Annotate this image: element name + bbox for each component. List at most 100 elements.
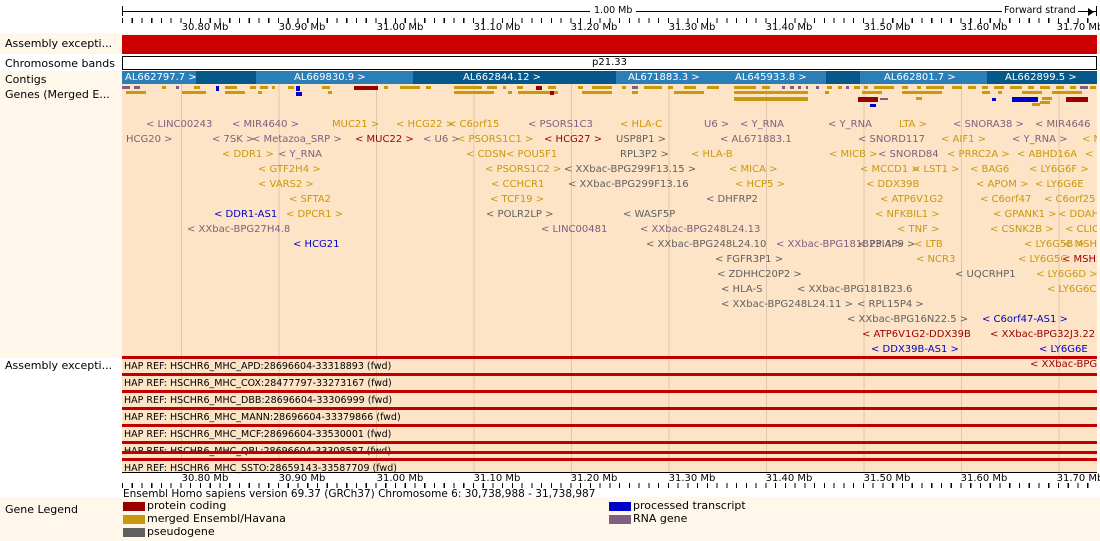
- hap-ref-bar[interactable]: [122, 458, 1097, 461]
- track-label-contigs[interactable]: Contigs: [5, 73, 47, 86]
- contig[interactable]: AL671883.3 >: [616, 71, 721, 84]
- gene-label[interactable]: < POLR2LP >: [486, 209, 554, 220]
- gene-feature[interactable]: [550, 91, 554, 95]
- gene-label[interactable]: < PSORS1C2 >: [485, 164, 562, 175]
- gene-label[interactable]: < HCG22 >: [396, 119, 455, 130]
- gene-feature[interactable]: [762, 86, 770, 89]
- gene-label[interactable]: < ATP6V1G2: [880, 194, 944, 205]
- gene-feature[interactable]: [684, 86, 696, 89]
- gene-feature[interactable]: [806, 86, 808, 89]
- gene-feature[interactable]: [1072, 91, 1082, 94]
- gene-feature[interactable]: [508, 91, 512, 94]
- gene-feature[interactable]: [622, 86, 626, 89]
- gene-feature[interactable]: [1028, 86, 1034, 89]
- gene-label[interactable]: < Y_RNA: [278, 149, 322, 160]
- gene-feature[interactable]: [968, 86, 976, 89]
- gene-label[interactable]: < ATP6V1G2-DDX39B: [862, 329, 971, 340]
- gene-label[interactable]: < LINC00481: [541, 224, 608, 235]
- gene-feature[interactable]: [578, 86, 583, 89]
- gene-label[interactable]: < LY6G6E: [1035, 179, 1084, 190]
- gene-label[interactable]: < ZDHHC20P2 >: [717, 269, 802, 280]
- gene-feature[interactable]: [1032, 103, 1040, 106]
- gene-label[interactable]: < LY6G5B >: [1024, 239, 1085, 250]
- gene-feature[interactable]: [296, 92, 302, 96]
- gene-label[interactable]: < XXbac-BPG32J3.22 >: [990, 329, 1097, 340]
- gene-label[interactable]: < C6orf47-AS1 >: [982, 314, 1068, 325]
- hap-ref-bar[interactable]: [122, 390, 1097, 393]
- gene-label[interactable]: < NEU1: [1082, 134, 1097, 145]
- gene-feature[interactable]: [1010, 86, 1022, 89]
- gene-feature[interactable]: [982, 91, 990, 94]
- gene-feature[interactable]: [592, 86, 612, 89]
- gene-feature[interactable]: [1052, 91, 1072, 94]
- gene-feature[interactable]: [902, 91, 942, 94]
- track-label-genes[interactable]: Genes (Merged E...: [5, 88, 110, 101]
- gene-label[interactable]: < NCR3: [916, 254, 956, 265]
- gene-label[interactable]: < DDAH: [1058, 209, 1097, 220]
- hap-ref-bar[interactable]: [122, 407, 1097, 410]
- gene-label[interactable]: < GTF2H4 >: [258, 164, 321, 175]
- assembly-exception-bar[interactable]: [122, 35, 1097, 54]
- gene-feature[interactable]: [782, 86, 785, 89]
- gene-label[interactable]: < AIF1 >: [941, 134, 987, 145]
- gene-label[interactable]: < SNORD117: [858, 134, 925, 145]
- gene-label[interactable]: < PPIAP9 >: [858, 239, 916, 250]
- gene-feature[interactable]: [846, 86, 849, 89]
- gene-feature[interactable]: [548, 86, 556, 89]
- hap-ref-label[interactable]: HAP REF: HSCHR6_MHC_SSTO:28659143-335877…: [124, 463, 397, 474]
- gene-feature[interactable]: [632, 91, 638, 94]
- contig[interactable]: [826, 71, 860, 84]
- hap-ref-bar[interactable]: [122, 424, 1097, 427]
- track-label-chromosome-bands[interactable]: Chromosome bands: [5, 57, 115, 70]
- gene-label[interactable]: < MUC22 >: [355, 134, 414, 145]
- gene-feature[interactable]: [998, 91, 1002, 94]
- gene-feature[interactable]: [798, 86, 801, 89]
- gene-label[interactable]: < XXbac-BPG299F13.15 >: [564, 164, 697, 175]
- gene-label[interactable]: < CCHCR1: [491, 179, 545, 190]
- gene-feature[interactable]: [250, 86, 256, 89]
- gene-label[interactable]: < CSNK2B >: [990, 224, 1054, 235]
- gene-feature[interactable]: [328, 91, 332, 94]
- gene-label[interactable]: < LY6G6F >: [1029, 164, 1089, 175]
- contig[interactable]: AL662899.5 >: [987, 71, 1097, 84]
- gene-label[interactable]: LTA >: [899, 119, 927, 130]
- gene-label[interactable]: < DDR1-AS1: [214, 209, 278, 220]
- gene-feature[interactable]: [952, 86, 962, 89]
- gene-feature[interactable]: [1042, 97, 1052, 100]
- gene-feature[interactable]: [790, 86, 794, 89]
- gene-feature[interactable]: [870, 104, 876, 107]
- hap-ref-label[interactable]: HAP REF: HSCHR6_MHC_MCF:28696604-3353000…: [124, 429, 392, 440]
- gene-feature[interactable]: [176, 86, 179, 89]
- gene-feature[interactable]: [122, 86, 130, 89]
- gene-label[interactable]: < HCG27 >: [544, 134, 603, 145]
- gene-feature[interactable]: [194, 86, 200, 89]
- gene-feature[interactable]: [864, 86, 868, 89]
- gene-label[interactable]: < NFKBIL1 >: [875, 209, 940, 220]
- gene-label[interactable]: RPL3P2 >: [620, 149, 669, 160]
- gene-label[interactable]: U6 >: [704, 119, 730, 130]
- gene-feature[interactable]: [536, 86, 542, 90]
- gene-feature[interactable]: [426, 86, 431, 89]
- gene-feature[interactable]: [162, 86, 166, 89]
- gene-label[interactable]: < SNORD84: [878, 149, 939, 160]
- gene-label[interactable]: < BAG6: [970, 164, 1010, 175]
- gene-label[interactable]: < CLIC1: [1065, 224, 1097, 235]
- gene-feature[interactable]: [1080, 86, 1088, 89]
- gene-label[interactable]: < LST1 >: [912, 164, 960, 175]
- hap-ref-label[interactable]: HAP REF: HSCHR6_MHC_MANN:28696604-333798…: [124, 412, 401, 423]
- gene-label[interactable]: < POU5F1: [506, 149, 558, 160]
- gene-feature[interactable]: [994, 86, 1004, 89]
- gene-feature[interactable]: [926, 86, 944, 89]
- gene-label[interactable]: MUC21 >: [332, 119, 380, 130]
- gene-label[interactable]: < UQCRHP1: [955, 269, 1016, 280]
- gene-label[interactable]: HCG20 >: [126, 134, 173, 145]
- gene-label[interactable]: < AL671883.1: [720, 134, 792, 145]
- gene-label[interactable]: < XXbac-BPG16N22.5 >: [847, 314, 969, 325]
- gene-label[interactable]: < C6orf15: [448, 119, 500, 130]
- gene-label[interactable]: < TCF19 >: [490, 194, 545, 205]
- gene-label[interactable]: < 7SK >: [212, 134, 255, 145]
- gene-label[interactable]: < MSH5: [1063, 239, 1097, 250]
- gene-label[interactable]: < MICA >: [729, 164, 778, 175]
- gene-feature[interactable]: [296, 86, 300, 91]
- hap-ref-bar[interactable]: [122, 373, 1097, 376]
